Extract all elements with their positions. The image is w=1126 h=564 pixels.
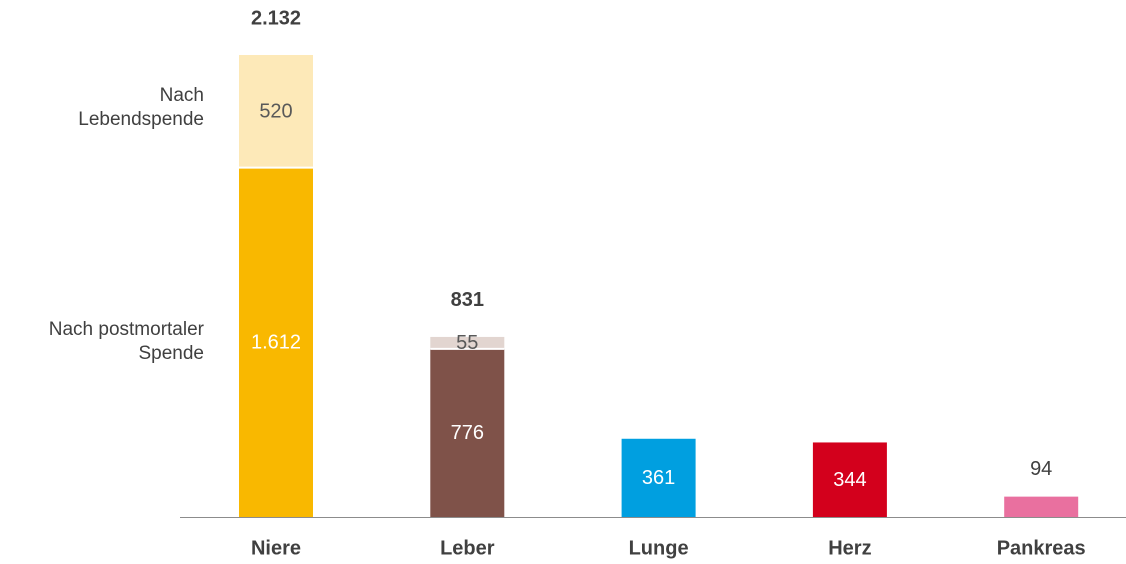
legend-label: Nach postmortaler Spende [48,319,204,364]
data-label: 94 [1030,458,1052,480]
data-label: 361 [642,467,675,489]
bar-segment [239,55,313,168]
total-label: 831 [451,289,484,311]
bar-segment [430,336,505,349]
bar-segment [430,348,505,517]
legend-label: Nach Lebendspende [78,85,204,130]
x-tick-label: Lunge [629,537,689,559]
data-label: 520 [259,101,292,123]
bar-segment [239,167,313,517]
x-tick-label: Leber [440,537,495,559]
x-tick-label: Herz [828,537,871,559]
data-label: 776 [451,422,484,444]
total-label: 2.132 [251,7,301,29]
bar-segment [1004,496,1079,517]
bar-segment [812,442,887,517]
x-tick-label: Pankreas [997,537,1086,559]
data-label: 55 [456,332,478,354]
bar-segment [621,438,696,517]
data-label: 344 [833,469,866,491]
x-tick-label: Niere [251,537,301,559]
data-label: 1.612 [251,332,301,354]
